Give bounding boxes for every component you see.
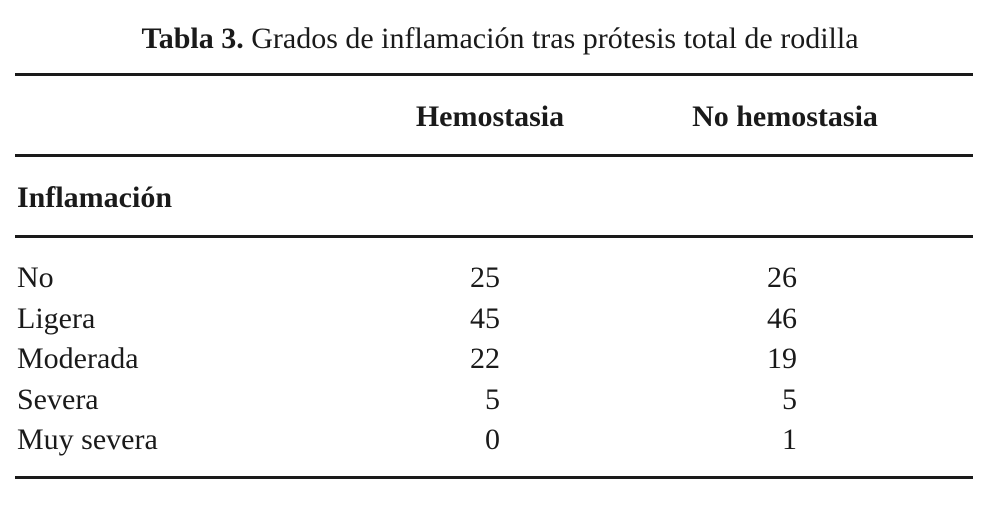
row-label: No <box>17 261 54 294</box>
cell-value: 45 <box>470 301 500 335</box>
cell-value: 22 <box>470 342 500 375</box>
row-label: Moderada <box>17 342 139 375</box>
rule <box>15 73 973 76</box>
row-label: Muy severa <box>17 423 158 456</box>
cell-value: 25 <box>470 261 500 294</box>
cell-value: 5 <box>782 382 797 416</box>
rule <box>15 476 973 479</box>
cell-value: 26 <box>767 261 797 294</box>
section-label: Inflamación <box>17 181 173 214</box>
cell-value: 46 <box>767 301 797 335</box>
cell-value: 0 <box>485 423 500 456</box>
row-label: Ligera <box>17 301 96 335</box>
column-header: No hemostasia <box>692 100 878 133</box>
title-label: Tabla 3. <box>141 22 244 55</box>
column-header: Hemostasia <box>415 100 565 133</box>
rule <box>15 154 973 157</box>
cell-value: 1 <box>782 423 797 456</box>
title-text: Grados de inflamación tras prótesis tota… <box>251 22 859 55</box>
cell-value: 19 <box>767 342 797 375</box>
cell-value: 5 <box>485 382 500 416</box>
row-label: Severa <box>17 382 99 416</box>
rule <box>15 235 973 238</box>
table-title: Tabla 3. Grados de inflamación tras prót… <box>0 24 1000 54</box>
